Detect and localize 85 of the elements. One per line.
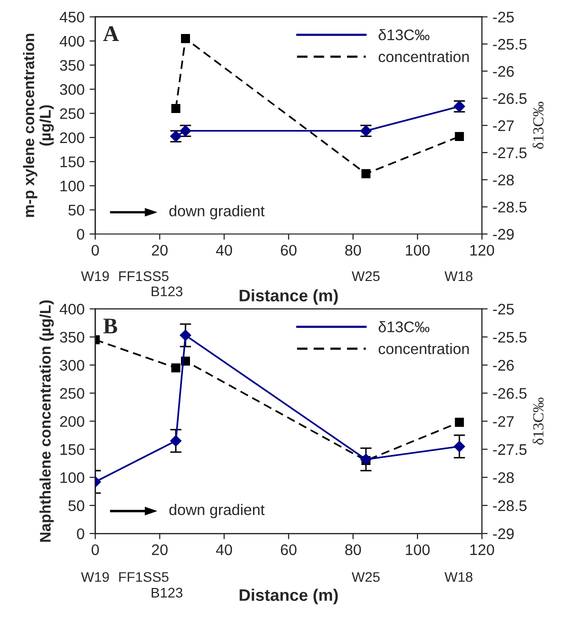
text: W19 — [81, 271, 109, 282]
point — [171, 104, 180, 114]
point — [171, 363, 180, 372]
y2-tick-label: -27.5 — [493, 444, 527, 455]
y-axis-title: m-p xylene concentration (µg/L) — [23, 34, 54, 217]
y-tick-label: 50 — [68, 500, 84, 512]
x-tick-label: 120 — [470, 544, 494, 556]
point — [180, 330, 192, 341]
y-tick-label: 0 — [76, 228, 84, 240]
text: FF1SS5 — [119, 271, 168, 282]
x-tick-label: 0 — [92, 244, 99, 256]
y2-tick-label: -28 — [493, 472, 514, 484]
y-tick-label: 350 — [60, 60, 84, 71]
legend-label: concentration — [378, 342, 469, 354]
point — [454, 132, 464, 142]
x-tick-label: 100 — [406, 244, 430, 256]
x-tick-label: 0 — [92, 544, 99, 556]
y-tick-label: 450 — [60, 12, 84, 23]
y2-tick-label: -26 — [493, 66, 514, 77]
legend-label: δ13C‰ — [378, 321, 430, 332]
y2-tick-label: -28 — [493, 174, 514, 186]
y2-tick-label: -27 — [493, 120, 514, 131]
y2-tick-label: -26.5 — [493, 93, 527, 104]
y-tick-label: 200 — [60, 416, 84, 427]
y2-tick-label: -25 — [493, 304, 514, 315]
x-axis-title: Distance (m) — [240, 289, 338, 305]
text: W25 — [352, 572, 380, 582]
y2-tick-label: -27.5 — [493, 147, 527, 158]
x-tick-label: 60 — [280, 244, 297, 256]
y-tick-label: 350 — [60, 332, 84, 343]
x-tick-label: 20 — [152, 244, 168, 256]
text: W18 — [444, 271, 472, 282]
y2-tick-label: -29 — [493, 528, 514, 540]
y-tick-label: 250 — [60, 108, 84, 120]
legend-label: concentration — [378, 50, 469, 62]
y2-tick-label: -26 — [493, 360, 514, 371]
legend-label: δ13C‰ — [378, 29, 430, 40]
point — [170, 435, 182, 446]
y-tick-label: 250 — [60, 388, 84, 399]
text: FF1SS5 — [119, 572, 168, 582]
x-tick-label: 60 — [280, 544, 297, 556]
y-tick-label: 400 — [60, 36, 84, 47]
y-tick-label: 150 — [60, 156, 84, 168]
x-tick-label: 80 — [345, 244, 361, 256]
annotation: down gradient — [169, 205, 265, 220]
text: B123 — [152, 286, 182, 296]
y2-tick-label: -29 — [493, 228, 514, 240]
x-tick-label: 20 — [152, 544, 168, 556]
y-tick-label: 300 — [60, 360, 84, 371]
y2-tick-label: -28.5 — [493, 500, 527, 512]
y2-axis-title: δ13C‰ — [532, 398, 544, 445]
x-tick-label: 40 — [216, 244, 232, 256]
text: W25 — [352, 271, 380, 282]
x-tick-label: 80 — [345, 544, 361, 556]
y-tick-label: 50 — [68, 204, 84, 216]
point — [454, 418, 464, 427]
y-tick-label: 100 — [60, 472, 84, 484]
x-axis-title: Distance (m) — [240, 588, 338, 604]
text: W18 — [444, 572, 472, 582]
text: W19 — [81, 572, 109, 582]
annotation: down gradient — [169, 504, 265, 518]
x-tick-label: 40 — [216, 544, 232, 556]
y-tick-label: 400 — [60, 304, 84, 315]
text: B123 — [152, 588, 182, 598]
x-tick-label: 120 — [470, 244, 494, 256]
y2-tick-label: -28.5 — [493, 202, 527, 213]
y2-tick-label: -26.5 — [493, 388, 527, 399]
y-tick-label: 300 — [60, 84, 84, 95]
y2-axis-title: δ13C‰ — [532, 102, 544, 149]
annotation: B — [103, 318, 118, 334]
y-tick-label: 100 — [60, 180, 84, 192]
y-tick-label: 0 — [76, 528, 84, 540]
y2-tick-label: -25.5 — [493, 38, 527, 50]
y2-tick-label: -25.5 — [493, 332, 527, 343]
y2-tick-label: -25 — [493, 12, 514, 23]
point — [180, 34, 190, 44]
point — [361, 169, 370, 178]
y-tick-label: 200 — [60, 132, 84, 144]
point — [454, 440, 465, 452]
y-axis-title: Naphthalene concentration (µg/L) — [39, 300, 54, 542]
x-tick-label: 100 — [406, 544, 430, 556]
y2-tick-label: -27 — [493, 416, 514, 427]
point — [360, 454, 372, 465]
y-tick-label: 150 — [60, 444, 84, 455]
annotation: A — [103, 26, 119, 41]
